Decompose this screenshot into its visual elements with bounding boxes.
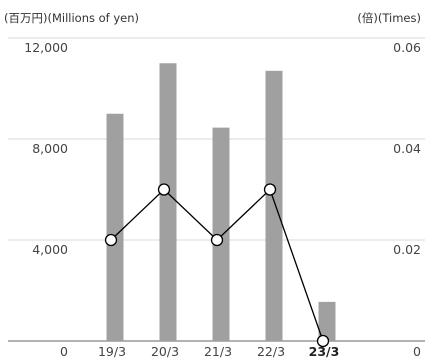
category-label: 21/3 [204,344,232,359]
line-point [104,233,118,247]
line-point [316,334,330,348]
right-tick-label: 0.06 [393,40,421,55]
bar [159,63,177,341]
left-tick-label: 8,000 [32,141,68,156]
left-unit-label: (百万円)(Millions of yen) [4,11,139,25]
bar [265,70,283,341]
category-label: 22/3 [257,344,285,359]
line-point [210,233,224,247]
bar [318,301,336,341]
right-unit-label: (倍)(Times) [357,11,421,25]
category-label: 20/3 [151,344,179,359]
right-tick-label: 0.02 [393,242,421,257]
left-tick-label: 0 [60,344,68,359]
line-series [104,183,330,348]
bar-series [106,63,336,341]
bar [212,127,230,341]
left-tick-label: 12,000 [24,40,68,55]
right-tick-label: 0 [413,344,421,359]
left-tick-label: 4,000 [32,242,68,257]
category-label: 19/3 [98,344,126,359]
category-label: 23/3 [309,344,340,359]
category-labels: 19/3 20/3 21/3 22/3 23/3 [98,344,339,359]
axis-ticks: 0 0 4,000 0.02 8,000 0.04 12,000 0.06 [24,40,421,359]
line-point [263,183,277,196]
bar [106,113,124,341]
right-tick-label: 0.04 [393,141,421,156]
line-point [157,183,171,196]
